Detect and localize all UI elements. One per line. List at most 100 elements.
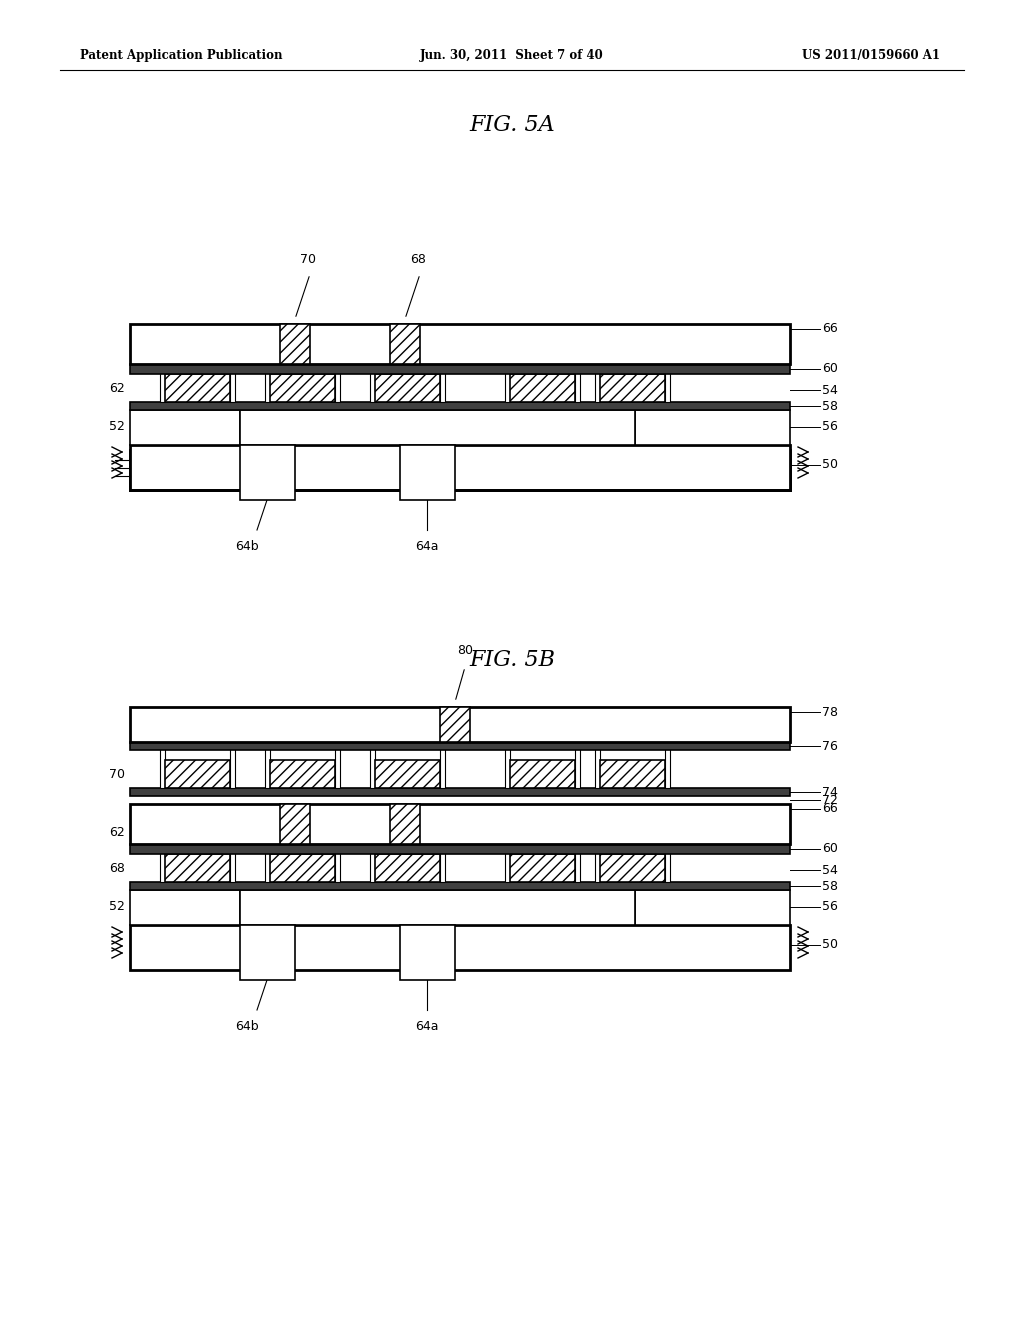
- Bar: [230, 359, 234, 403]
- Text: 70: 70: [109, 767, 125, 780]
- Bar: [440, 840, 445, 882]
- Bar: [390, 804, 420, 843]
- Bar: [400, 445, 455, 500]
- Text: 62: 62: [110, 381, 125, 395]
- Bar: [240, 890, 635, 925]
- Bar: [160, 359, 165, 403]
- Bar: [270, 760, 335, 788]
- Bar: [130, 445, 790, 490]
- Bar: [595, 744, 600, 788]
- Text: 52: 52: [110, 421, 125, 433]
- Bar: [400, 925, 455, 979]
- Text: 50: 50: [822, 939, 838, 952]
- Bar: [240, 411, 635, 445]
- Text: 72: 72: [822, 793, 838, 807]
- Bar: [270, 854, 335, 882]
- Bar: [265, 840, 270, 882]
- Bar: [665, 840, 670, 882]
- Bar: [635, 411, 790, 445]
- Bar: [230, 744, 234, 788]
- Bar: [270, 374, 335, 403]
- Bar: [130, 925, 790, 970]
- Bar: [280, 804, 310, 843]
- Text: 56: 56: [822, 421, 838, 433]
- Bar: [240, 925, 295, 979]
- Text: 80: 80: [457, 644, 473, 657]
- Bar: [265, 744, 270, 788]
- Bar: [370, 744, 375, 788]
- Bar: [130, 804, 790, 843]
- Bar: [665, 359, 670, 403]
- Text: 70: 70: [300, 253, 316, 267]
- Text: 58: 58: [822, 879, 838, 892]
- Text: 62: 62: [110, 826, 125, 840]
- Text: 64b: 64b: [236, 540, 259, 553]
- Bar: [375, 760, 440, 788]
- Bar: [130, 459, 790, 490]
- Bar: [165, 854, 230, 882]
- Bar: [335, 840, 340, 882]
- Bar: [635, 890, 790, 925]
- Bar: [510, 760, 575, 788]
- Bar: [130, 450, 790, 490]
- Bar: [130, 411, 240, 445]
- Text: 64a: 64a: [416, 1020, 438, 1034]
- Text: 78: 78: [822, 705, 838, 718]
- Bar: [165, 374, 230, 403]
- Bar: [575, 840, 580, 882]
- Text: 66: 66: [822, 803, 838, 816]
- Bar: [595, 359, 600, 403]
- Bar: [600, 760, 665, 788]
- Bar: [160, 840, 165, 882]
- Text: Jun. 30, 2011  Sheet 7 of 40: Jun. 30, 2011 Sheet 7 of 40: [420, 49, 604, 62]
- Bar: [130, 323, 790, 364]
- Text: 68: 68: [410, 253, 426, 267]
- Bar: [130, 788, 790, 796]
- Bar: [375, 374, 440, 403]
- Text: FIG. 5A: FIG. 5A: [469, 114, 555, 136]
- Bar: [130, 882, 790, 890]
- Bar: [505, 359, 510, 403]
- Bar: [370, 840, 375, 882]
- Text: 66: 66: [822, 322, 838, 335]
- Text: 54: 54: [822, 863, 838, 876]
- Bar: [130, 843, 790, 854]
- Bar: [230, 840, 234, 882]
- Bar: [390, 323, 420, 364]
- Text: 60: 60: [822, 363, 838, 375]
- Bar: [375, 854, 440, 882]
- Bar: [335, 359, 340, 403]
- Bar: [335, 744, 340, 788]
- Bar: [130, 708, 790, 742]
- Bar: [440, 359, 445, 403]
- Text: 50: 50: [822, 458, 838, 471]
- Bar: [370, 359, 375, 403]
- Bar: [505, 744, 510, 788]
- Bar: [130, 742, 790, 750]
- Bar: [575, 744, 580, 788]
- Bar: [510, 854, 575, 882]
- Text: 58: 58: [822, 400, 838, 412]
- Bar: [130, 364, 790, 374]
- Text: 64b: 64b: [236, 1020, 259, 1034]
- Bar: [510, 374, 575, 403]
- Bar: [600, 854, 665, 882]
- Bar: [505, 840, 510, 882]
- Text: 68: 68: [110, 862, 125, 874]
- Text: 56: 56: [822, 900, 838, 913]
- Bar: [575, 359, 580, 403]
- Bar: [265, 359, 270, 403]
- Bar: [600, 374, 665, 403]
- Bar: [240, 445, 295, 500]
- Bar: [440, 708, 470, 742]
- Text: 54: 54: [822, 384, 838, 396]
- Text: FIG. 5B: FIG. 5B: [469, 649, 555, 671]
- Text: 76: 76: [822, 739, 838, 752]
- Bar: [440, 744, 445, 788]
- Text: US 2011/0159660 A1: US 2011/0159660 A1: [802, 49, 940, 62]
- Bar: [665, 744, 670, 788]
- Text: 52: 52: [110, 900, 125, 913]
- Bar: [165, 760, 230, 788]
- Bar: [280, 323, 310, 364]
- Text: 74: 74: [822, 785, 838, 799]
